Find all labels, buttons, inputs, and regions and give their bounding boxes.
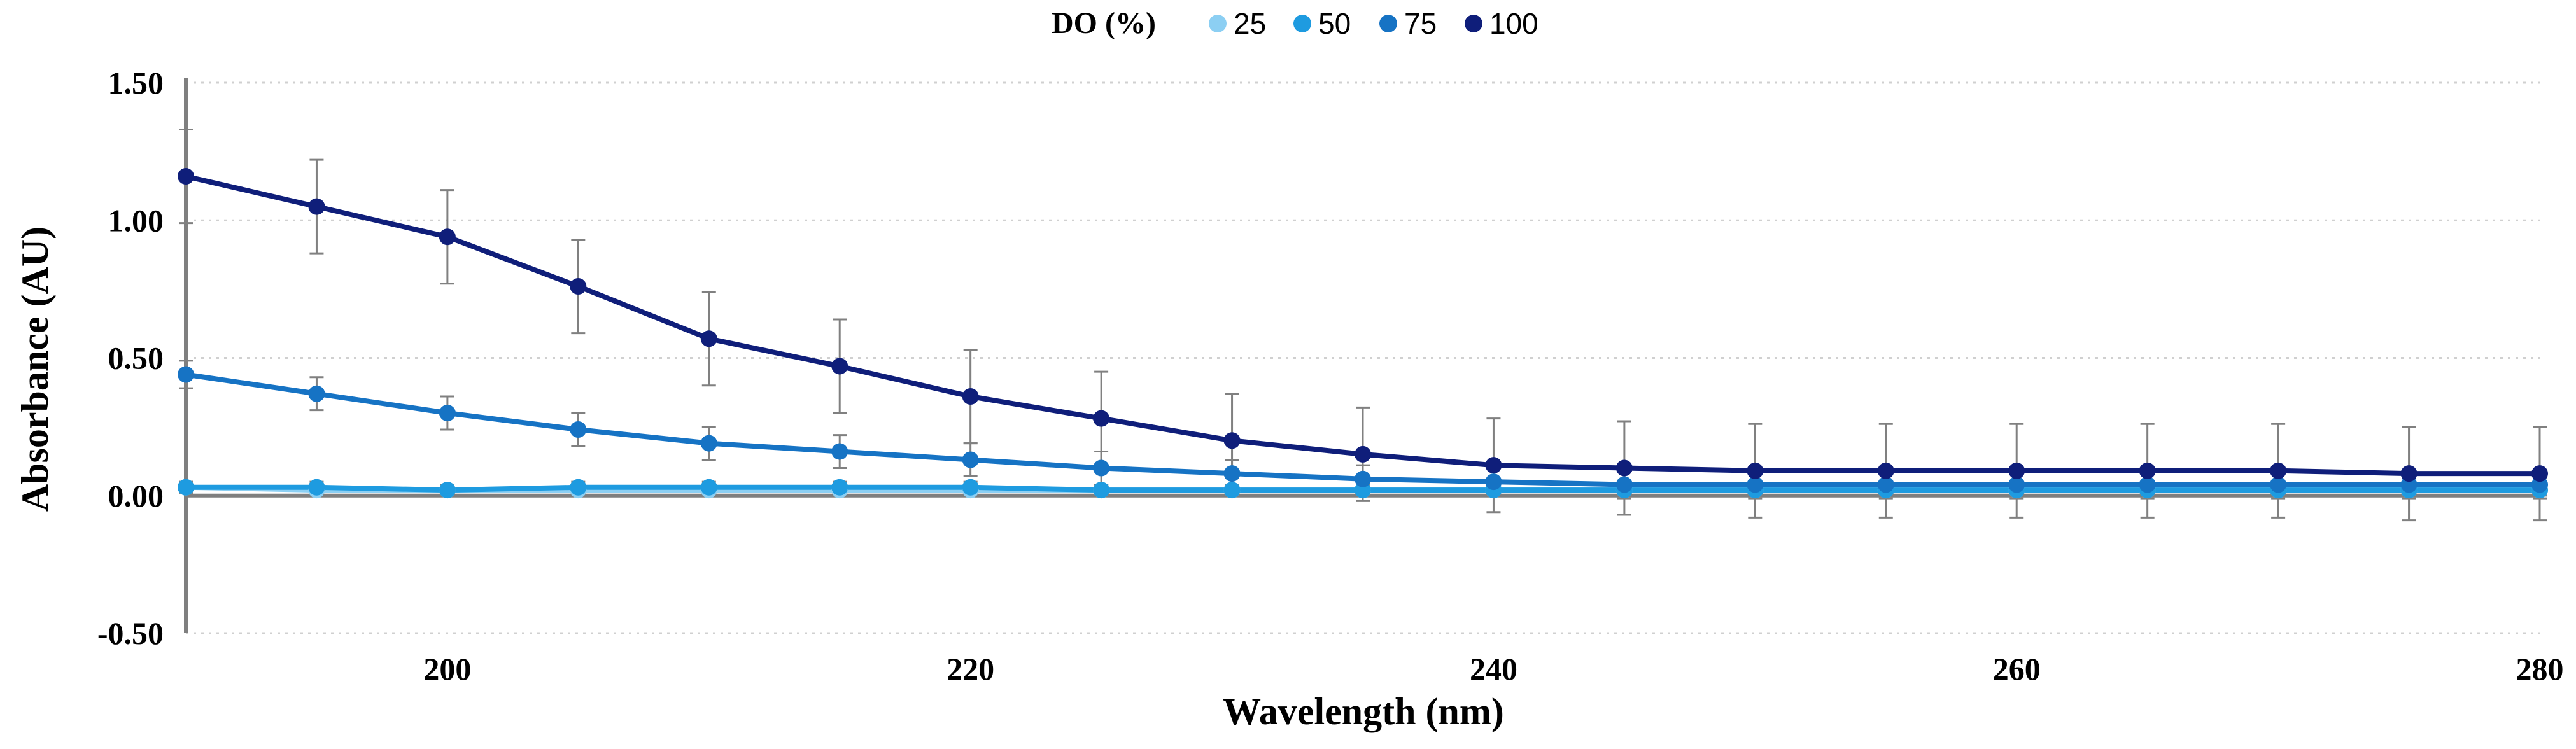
legend-label: 100: [1489, 7, 1538, 40]
data-point-100: [1223, 432, 1241, 449]
legend-title: DO (%): [1052, 6, 1156, 40]
data-point-75: [831, 443, 848, 460]
data-point-100: [1877, 462, 1894, 479]
x-axis-title: Wavelength (nm): [1223, 690, 1504, 732]
x-tick-label: 220: [947, 651, 994, 687]
data-point-100: [1615, 459, 1633, 477]
data-point-100: [439, 228, 456, 246]
data-point-50: [831, 479, 848, 496]
data-point-50: [439, 482, 456, 499]
data-point-75: [2270, 476, 2287, 493]
data-point-75: [439, 405, 456, 421]
legend-marker: [1209, 15, 1227, 32]
data-point-75: [178, 366, 194, 383]
data-point-100: [831, 358, 848, 375]
y-tick-label: 0.00: [108, 478, 164, 514]
data-point-100: [2531, 465, 2548, 482]
gridlines: [186, 81, 2540, 634]
legend-items: 25 50 75 100: [1209, 7, 1538, 40]
data-point-75: [1355, 470, 1371, 487]
data-point-100: [2139, 462, 2156, 479]
data-point-100: [1093, 410, 1110, 427]
data-point-75: [2008, 476, 2025, 493]
legend-marker: [1379, 15, 1397, 32]
data-point-75: [308, 385, 325, 402]
data-point-50: [308, 479, 325, 496]
data-point-50: [1223, 482, 1241, 499]
data-point-50: [570, 479, 587, 496]
data-point-100: [1485, 457, 1502, 474]
data-point-50: [700, 479, 717, 496]
series-points: [178, 168, 2548, 499]
data-point-75: [1615, 476, 1633, 493]
data-point-100: [178, 168, 194, 185]
data-point-100: [1747, 462, 1764, 479]
legend-label: 50: [1318, 7, 1351, 40]
y-tick-label: 1.50: [108, 65, 164, 101]
x-tick-labels: 200 220 240 260 280: [423, 651, 2563, 687]
data-point-100: [2008, 462, 2025, 479]
x-tick-label: 280: [2516, 651, 2564, 687]
data-point-100: [1355, 445, 1371, 463]
y-tick-label: 1.00: [108, 202, 164, 238]
legend-marker: [1465, 15, 1482, 32]
data-point-50: [1093, 482, 1110, 499]
legend-item-50: 50: [1293, 7, 1351, 40]
legend: DO (%) 25 50 75 100: [1052, 6, 1538, 40]
data-point-75: [1223, 465, 1241, 482]
axes: [184, 78, 2540, 633]
data-point-100: [2400, 465, 2418, 482]
data-point-75: [2139, 476, 2156, 493]
data-point-50: [962, 479, 979, 496]
legend-item-25: 25: [1209, 7, 1266, 40]
y-axis-title: Absorbance (AU): [14, 227, 56, 512]
legend-label: 75: [1404, 7, 1437, 40]
data-point-75: [1485, 473, 1502, 491]
legend-item-75: 75: [1379, 7, 1437, 40]
data-point-100: [700, 330, 717, 347]
data-point-75: [1877, 476, 1894, 493]
y-tick-labels: 1.50 1.00 0.50 0.00 -0.50: [97, 65, 164, 651]
data-point-100: [2270, 462, 2287, 479]
legend-item-100: 100: [1465, 7, 1538, 40]
data-point-100: [308, 198, 325, 215]
data-point-75: [962, 451, 979, 468]
legend-marker: [1293, 15, 1311, 32]
x-tick-label: 260: [1993, 651, 2041, 687]
data-point-75: [1093, 459, 1110, 477]
data-point-75: [1747, 476, 1764, 493]
x-tick-label: 240: [1470, 651, 1517, 687]
data-point-100: [962, 388, 979, 405]
x-tick-label: 200: [423, 651, 471, 687]
y-tick-label: -0.50: [97, 615, 164, 651]
data-point-50: [178, 479, 194, 496]
data-point-75: [570, 421, 587, 438]
data-point-75: [700, 435, 717, 452]
data-point-100: [570, 278, 587, 295]
legend-label: 25: [1234, 7, 1266, 40]
y-tick-label: 0.50: [108, 340, 164, 376]
